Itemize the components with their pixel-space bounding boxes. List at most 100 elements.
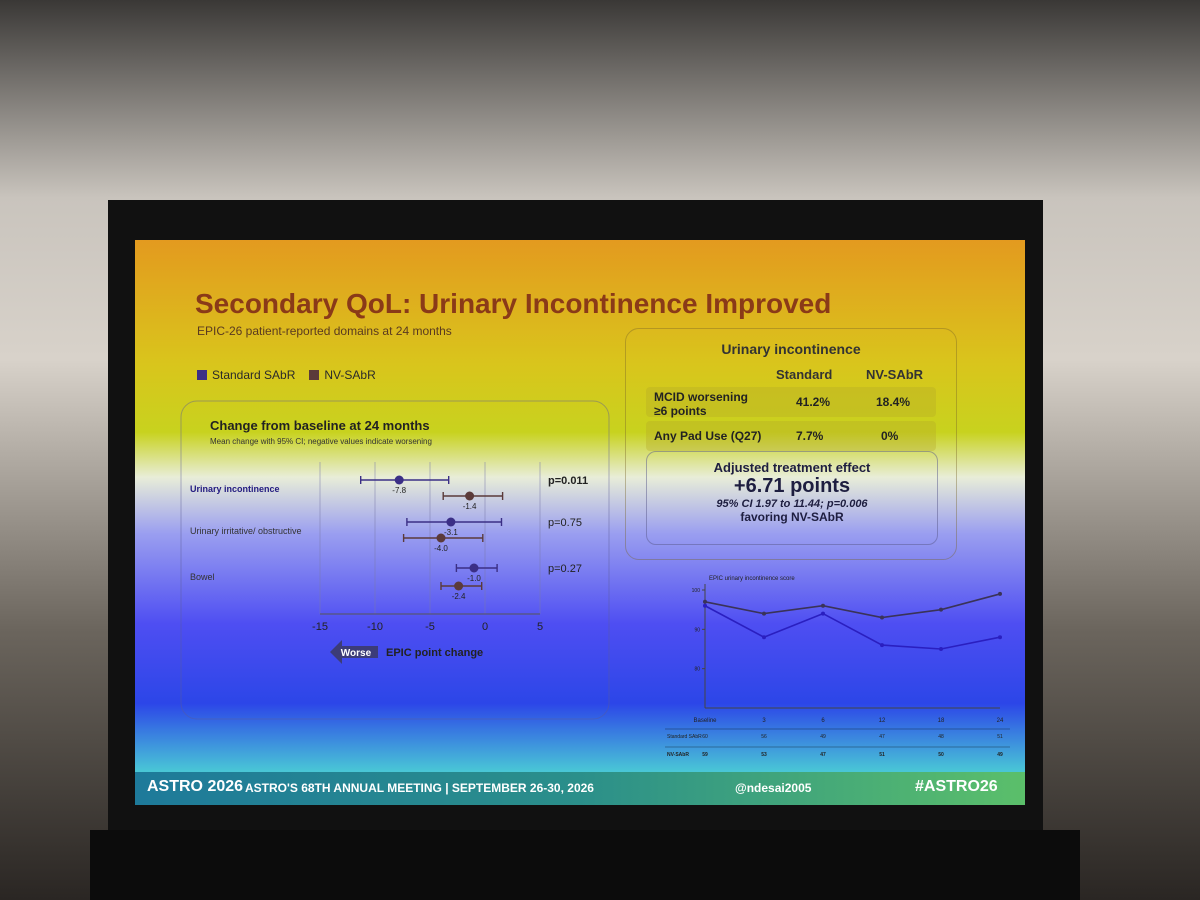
point	[394, 475, 404, 485]
x-tick-label: -15	[312, 621, 328, 633]
legend-swatch	[309, 370, 320, 380]
table-cell: 60	[702, 734, 708, 740]
legend-entry: NV-SAbR	[309, 368, 376, 382]
table-cell: 47	[820, 752, 826, 758]
footer-hashtag: #ASTRO26	[915, 778, 998, 795]
x-tick-label: Baseline	[693, 718, 717, 724]
cell: 41.2%	[796, 395, 831, 409]
x-tick-label: 6	[821, 718, 825, 724]
point	[703, 599, 707, 604]
slide-title: Secondary QoL: Urinary Incontinence Impr…	[195, 288, 832, 319]
footer: ASTRO 2026 ASTRO'S 68TH ANNUAL MEETING |…	[135, 772, 1025, 805]
footer-meeting: ASTRO'S 68TH ANNUAL MEETING | SEPTEMBER …	[245, 781, 594, 795]
summary-heading: Urinary incontinence	[721, 341, 861, 357]
table-cell: 56	[761, 734, 767, 740]
point	[469, 563, 479, 573]
worse-arrow	[330, 640, 378, 664]
point	[454, 581, 464, 591]
point	[939, 647, 943, 651]
table-cell: 47	[879, 734, 885, 740]
effect-note: favoring NV-SAbR	[740, 510, 844, 524]
table-cell: 51	[879, 752, 885, 758]
point	[762, 611, 766, 616]
point	[821, 603, 825, 608]
table-cell: 49	[820, 734, 826, 740]
series-line	[704, 593, 1001, 619]
point	[465, 491, 475, 501]
point	[880, 643, 884, 648]
table-cell: 59	[702, 752, 708, 758]
series-line	[704, 605, 1001, 650]
row-label: NV-SAbR	[667, 752, 689, 758]
summary-row: Any Pad Use (Q27) 7.7% 0%	[646, 421, 936, 451]
chart-title: EPIC urinary incontinence score	[709, 576, 795, 582]
column-header: NV-SAbR	[866, 367, 924, 382]
value-label: -1.4	[463, 502, 477, 511]
x-tick-label: -5	[425, 621, 435, 633]
point	[880, 615, 884, 620]
table-cell: 53	[761, 752, 767, 758]
value-label: -4.0	[434, 544, 448, 553]
forest-plot: Change from baseline at 24 months Mean ch…	[180, 400, 610, 720]
y-tick-label: 80	[694, 667, 700, 673]
x-tick-label: 18	[938, 718, 945, 724]
point	[703, 603, 707, 608]
point	[998, 635, 1002, 640]
point	[821, 611, 825, 616]
slide-subtitle: EPIC-26 patient-reported domains at 24 m…	[197, 324, 452, 338]
summary-row: MCID worsening ≥6 points 41.2% 18.4%	[646, 387, 936, 418]
category-label: Bowel	[190, 572, 215, 582]
value-label: -1.0	[467, 574, 481, 583]
x-tick-label: 5	[537, 621, 543, 633]
legend-entry: Standard SAbR	[197, 368, 295, 382]
value-label: -7.8	[392, 486, 406, 495]
point	[939, 607, 943, 612]
value-label: -2.4	[452, 592, 466, 601]
value-label: -3.1	[444, 528, 458, 537]
effect-box: Adjusted treatment effect +6.71 points 9…	[646, 451, 938, 545]
cell: 0%	[881, 429, 899, 443]
effect-value: +6.71 points	[733, 475, 851, 497]
x-tick-label: 3	[762, 718, 766, 724]
effect-heading: Adjusted treatment effect	[713, 460, 871, 475]
y-tick-label: 100	[692, 588, 701, 594]
slide: Secondary QoL: Urinary Incontinence Impr…	[135, 240, 1025, 805]
row-label: Any Pad Use (Q27)	[654, 429, 762, 443]
cell: 18.4%	[876, 395, 911, 409]
effect-ci: 95% CI 1.97 to 11.44; p=0.006	[716, 498, 868, 510]
chart-title: Change from baseline at 24 months	[210, 418, 430, 433]
x-tick-label: 12	[879, 718, 886, 724]
table-cell: 49	[997, 752, 1003, 758]
x-axis-label: EPIC point change	[386, 647, 483, 659]
annotation: Worse	[341, 648, 372, 659]
column-header: Standard	[776, 367, 833, 382]
panel-border	[180, 400, 610, 720]
table-cell: 51	[997, 734, 1003, 740]
line-chart: EPIC urinary incontinence score 80 90 100 Ba…	[665, 576, 1010, 758]
y-tick-label: 90	[694, 627, 700, 633]
x-tick-label: 24	[997, 718, 1004, 724]
x-tick-label: -10	[367, 621, 383, 633]
x-tick-label: 0	[482, 621, 488, 633]
category-label: Urinary irritative/ obstructive	[190, 526, 302, 536]
legend-swatch	[197, 370, 207, 380]
cell: 7.7%	[796, 429, 824, 443]
table-cell: 48	[938, 734, 944, 740]
summary-panel: Urinary incontinence Standard NV-SAbR MC…	[625, 328, 957, 560]
point	[436, 533, 446, 543]
p-value: p=0.011	[548, 475, 588, 487]
legend-label: NV-SAbR	[324, 368, 376, 382]
point	[762, 635, 766, 640]
category-label: Urinary incontinence	[190, 484, 280, 494]
row-label: Standard SAbR	[667, 734, 702, 740]
p-value: p=0.27	[548, 563, 582, 575]
p-value: p=0.75	[548, 517, 582, 529]
footer-logo: ASTRO 2026	[147, 778, 244, 795]
row-label: MCID worsening ≥6 points	[654, 390, 749, 418]
chart-subtitle: Mean change with 95% CI; negative values…	[210, 437, 432, 446]
screen-stand	[90, 830, 1080, 900]
table-cell: 50	[938, 752, 944, 758]
legend: Standard SAbR NV-SAbR	[197, 368, 376, 382]
footer-handle: @ndesai2005	[735, 781, 812, 795]
